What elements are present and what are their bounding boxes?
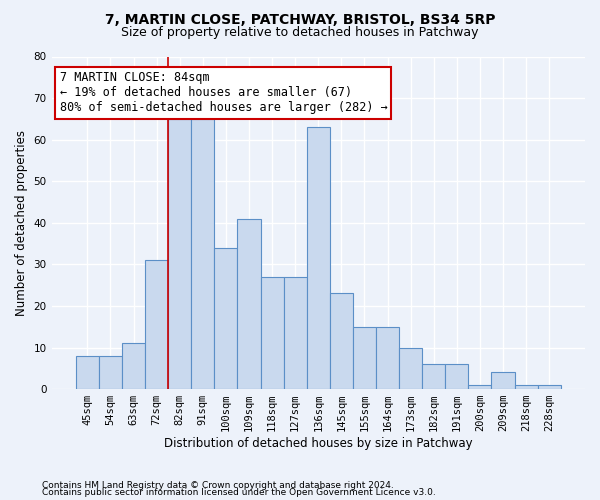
Bar [353,326,376,389]
Y-axis label: Number of detached properties: Number of detached properties [15,130,28,316]
Bar [214,248,238,389]
Text: 7 MARTIN CLOSE: 84sqm
← 19% of detached houses are smaller (67)
80% of semi-deta: 7 MARTIN CLOSE: 84sqm ← 19% of detached … [59,72,387,114]
Text: Size of property relative to detached houses in Patchway: Size of property relative to detached ho… [121,26,479,39]
Bar [99,356,122,389]
Bar [422,364,445,389]
Bar [515,385,538,389]
Bar [76,356,99,389]
Bar [399,348,422,389]
Bar [260,277,284,389]
X-axis label: Distribution of detached houses by size in Patchway: Distribution of detached houses by size … [164,437,473,450]
Text: Contains HM Land Registry data © Crown copyright and database right 2024.: Contains HM Land Registry data © Crown c… [42,480,394,490]
Bar [469,385,491,389]
Bar [168,119,191,389]
Text: 7, MARTIN CLOSE, PATCHWAY, BRISTOL, BS34 5RP: 7, MARTIN CLOSE, PATCHWAY, BRISTOL, BS34… [105,12,495,26]
Bar [330,294,353,389]
Text: Contains public sector information licensed under the Open Government Licence v3: Contains public sector information licen… [42,488,436,497]
Bar [145,260,168,389]
Bar [376,326,399,389]
Bar [238,218,260,389]
Bar [122,344,145,389]
Bar [307,127,330,389]
Bar [191,119,214,389]
Bar [284,277,307,389]
Bar [491,372,515,389]
Bar [445,364,469,389]
Bar [538,385,561,389]
